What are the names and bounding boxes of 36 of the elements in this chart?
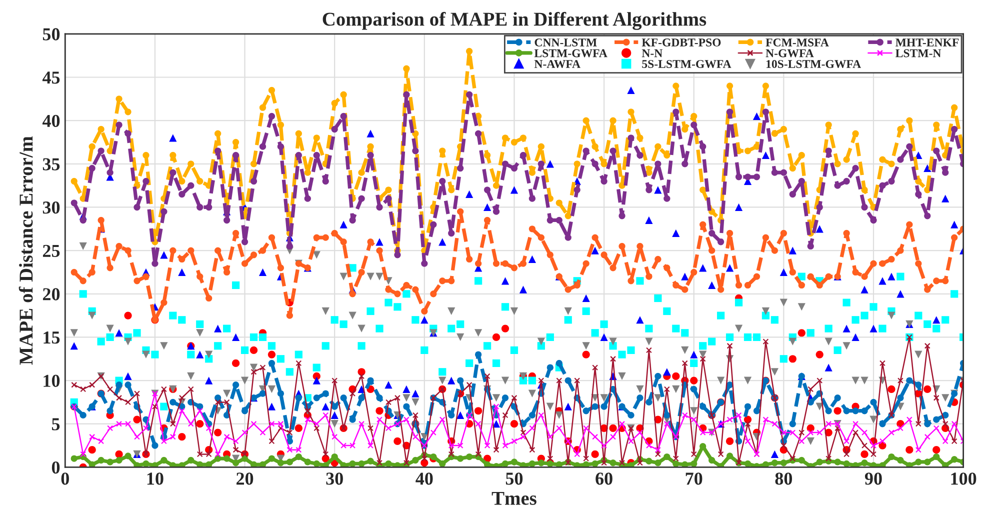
y-tick-label: 45 xyxy=(42,72,60,84)
legend-label: N-N xyxy=(642,49,663,58)
legend-label: KF-GDBT-PSO xyxy=(642,38,721,46)
x-tick-label: 0 xyxy=(61,472,69,485)
x-tick-label: 100 xyxy=(951,472,976,485)
x-tick-label: 90 xyxy=(864,472,882,485)
y-tick-label: 5 xyxy=(52,418,60,430)
legend-label: FCM-MSFA xyxy=(766,38,829,46)
legend-label: CNN-LSTM xyxy=(534,38,597,46)
x-tick-label: 50 xyxy=(506,472,523,485)
x-tick-label: 20 xyxy=(236,472,254,485)
y-tick-label: 30 xyxy=(42,201,60,214)
legend-label: N-AWFA xyxy=(534,60,580,68)
x-tick-label: 70 xyxy=(686,472,702,485)
legend-label: LSTM-GWFA xyxy=(534,49,608,58)
legend-label: LSTM-N xyxy=(896,49,942,58)
y-tick-label: 20 xyxy=(42,288,60,300)
legend-label: 5S-LSTM-GWFA xyxy=(642,60,732,68)
x-tick-label: 60 xyxy=(596,472,612,485)
y-tick-label: 10 xyxy=(44,374,60,387)
y-tick-label: 15 xyxy=(44,332,60,344)
y-axis-title: MAPE of Distance Error/m xyxy=(18,136,33,365)
y-tick-label: 40 xyxy=(42,114,60,128)
x-tick-label: 30 xyxy=(326,472,343,485)
x-tick-label: 80 xyxy=(775,472,792,485)
legend-label: N-GWFA xyxy=(766,49,814,58)
x-axis-title: Tmes xyxy=(492,492,536,505)
chart-title: Comparison of MAPE in Different Algorithms xyxy=(322,12,706,30)
legend-label: 10S-LSTM-GWFA xyxy=(766,60,862,68)
y-tick-label: 25 xyxy=(42,244,60,257)
legend-label: MHT-ENKF xyxy=(896,38,959,46)
y-tick-label: 50 xyxy=(42,28,60,40)
x-tick-label: 10 xyxy=(147,472,164,485)
x-tick-label: 40 xyxy=(416,472,433,485)
y-tick-label: 35 xyxy=(42,158,60,170)
y-tick-label: 0 xyxy=(52,461,60,474)
